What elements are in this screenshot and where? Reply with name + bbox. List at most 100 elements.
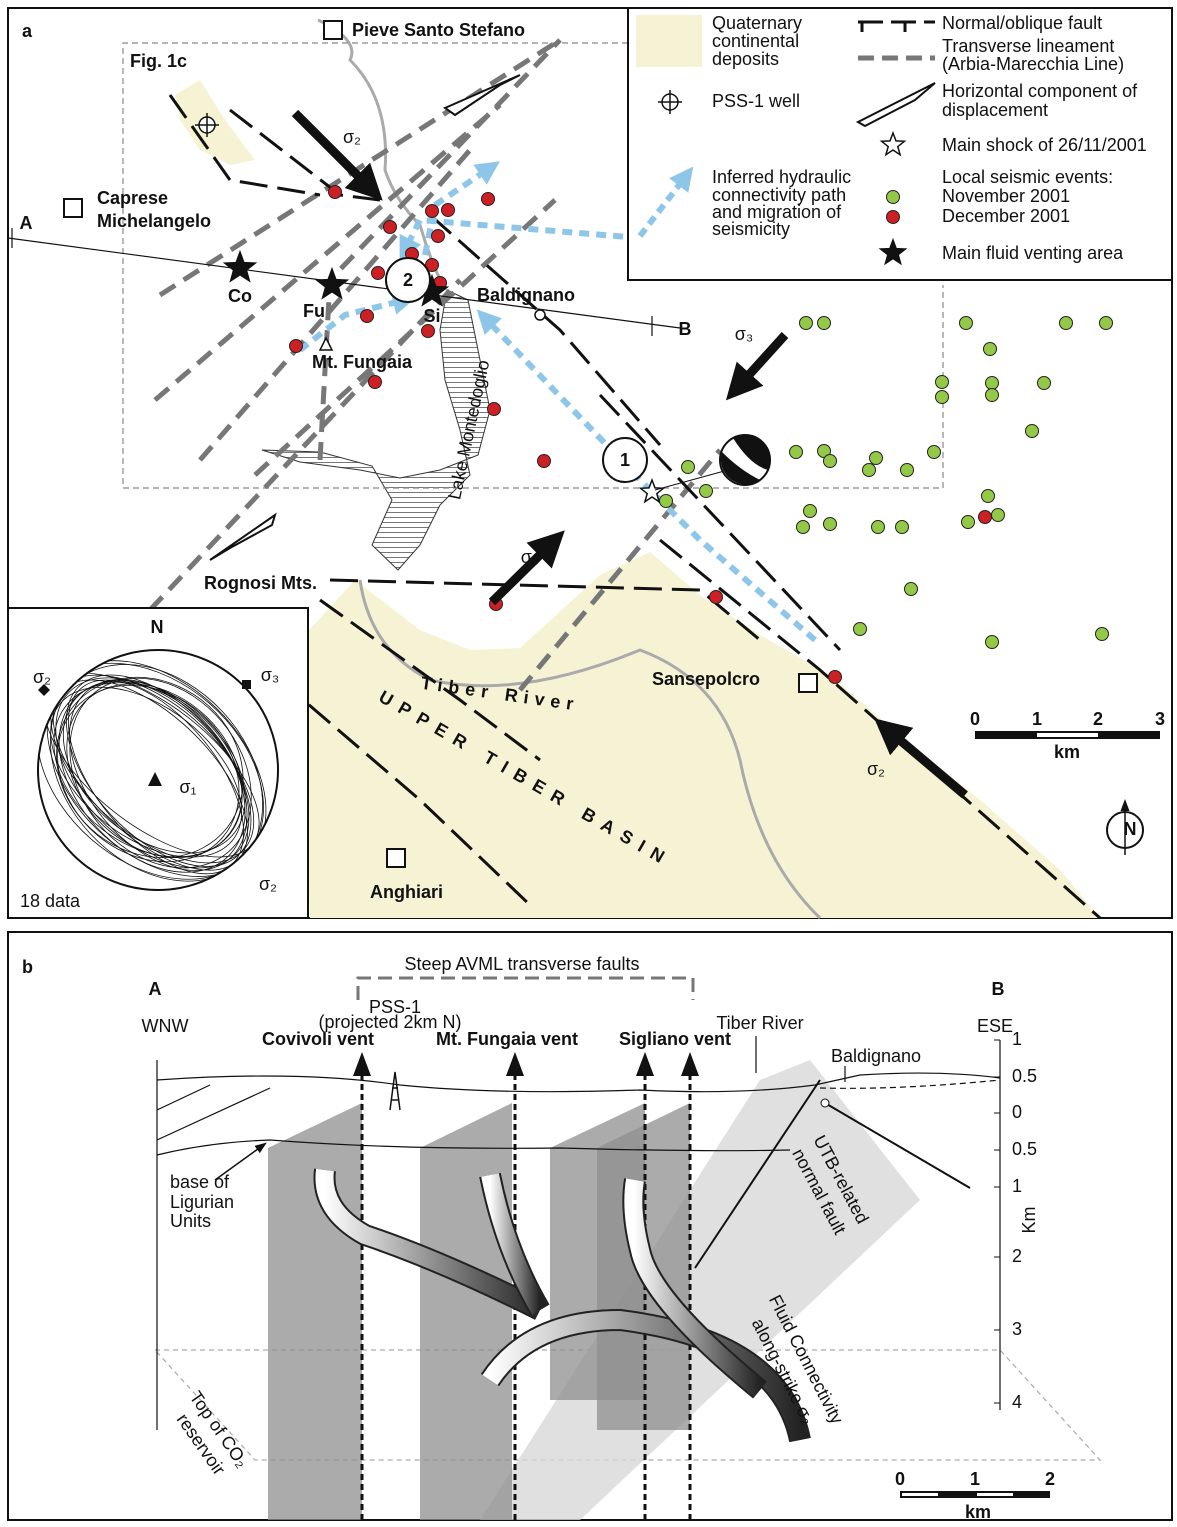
- page: Map and cross-section {"panel_a":{"label…: [0, 0, 1177, 1527]
- vent-label: Sigliano vent: [619, 1029, 731, 1049]
- seismic-event-december: [710, 591, 723, 604]
- scale-tick-label: 2: [1093, 709, 1103, 729]
- seismic-event-november: [982, 490, 995, 503]
- seismic-event-november: [905, 583, 918, 596]
- seismic-event-november: [928, 446, 941, 459]
- place-label: Rognosi Mts.: [204, 573, 317, 593]
- depth-tick-label: 0.5: [1012, 1066, 1037, 1086]
- north-label: N: [1124, 819, 1137, 839]
- seismic-event-november: [896, 521, 909, 534]
- scale-tick-label: 0: [895, 1469, 905, 1489]
- seismic-event-december: [442, 204, 455, 217]
- legend-text: Main fluid venting area: [942, 243, 1124, 263]
- seismic-event-november: [863, 464, 876, 477]
- seismic-event-november: [962, 516, 975, 529]
- seismic-event-november: [700, 485, 713, 498]
- section-end-label: B: [679, 319, 692, 339]
- section-end-label: B: [992, 979, 1005, 999]
- legend-text: displacement: [942, 100, 1048, 120]
- seismic-event-november: [818, 317, 831, 330]
- seismic-event-november: [936, 376, 949, 389]
- seismic-event-november: [682, 461, 695, 474]
- ligurian-label: Ligurian: [170, 1192, 234, 1212]
- village-symbol: [535, 310, 545, 320]
- site-label: 1: [620, 450, 630, 470]
- seismic-event-november: [901, 464, 914, 477]
- town-symbol: [387, 849, 405, 867]
- legend-text: Transverse lineament: [942, 36, 1114, 56]
- stress-label: σ₃: [521, 547, 539, 567]
- vent-label: Si: [423, 306, 440, 326]
- scale-unit: km: [1054, 742, 1080, 762]
- legend-text: (Arbia-Marecchia Line): [942, 54, 1124, 74]
- seismic-event-november: [660, 495, 673, 508]
- stereonet-label: σ₂: [259, 874, 277, 894]
- seismic-event-november: [804, 505, 817, 518]
- seismic-event-november: [854, 623, 867, 636]
- depth-tick-label: 0.5: [1012, 1139, 1037, 1159]
- depth-tick-label: 3: [1012, 1319, 1022, 1339]
- legend-text: Quaternary: [712, 13, 802, 33]
- seismic-event-november: [1038, 377, 1051, 390]
- place-label: Baldignano: [477, 285, 575, 305]
- ligurian-label: Units: [170, 1211, 211, 1231]
- stereonet-label: σ₂: [33, 667, 51, 687]
- place-label: Anghiari: [370, 882, 443, 902]
- scale-tick-label: 1: [1032, 709, 1042, 729]
- seismic-event-december: [432, 230, 445, 243]
- legend-text: Main shock of 26/11/2001: [942, 135, 1147, 155]
- scale-bar-white: [977, 1493, 1013, 1496]
- seismic-event-november: [824, 518, 837, 531]
- seismic-event-november: [800, 317, 813, 330]
- legend-text: PSS-1 well: [712, 91, 800, 111]
- direction-label: ESE: [977, 1016, 1013, 1036]
- seismic-event-november: [1060, 317, 1073, 330]
- seismic-event-november: [986, 389, 999, 402]
- seismic-event-december: [372, 267, 385, 280]
- seismic-event-november: [870, 452, 883, 465]
- place-label: Pieve Santo Stefano: [352, 20, 525, 40]
- seismic-event-december: [384, 221, 397, 234]
- stress-label: σ₃: [735, 324, 753, 344]
- seismic-event-november: [984, 343, 997, 356]
- sigma3-symbol: [242, 680, 251, 689]
- seismic-event-november: [872, 521, 885, 534]
- depth-tick-label: 0: [1012, 1102, 1022, 1122]
- depth-tick-label: 1: [1012, 1176, 1022, 1196]
- town-symbol: [799, 674, 817, 692]
- seismic-event-december: [329, 186, 342, 199]
- ligurian-label: base of: [170, 1172, 230, 1192]
- legend-text: deposits: [712, 49, 779, 69]
- seismic-event-december: [482, 193, 495, 206]
- vent-label: Co: [228, 286, 252, 306]
- place-label: Mt. Fungaia: [312, 352, 413, 372]
- scale-tick-label: 0: [970, 709, 980, 729]
- seismic-event-november: [797, 521, 810, 534]
- place-label: Michelangelo: [97, 211, 211, 231]
- scale-tick-label: 2: [1045, 1469, 1055, 1489]
- seismic-event-november: [992, 509, 1005, 522]
- seismic-event-december: [422, 325, 435, 338]
- vent-label: Mt. Fungaia vent: [436, 1029, 578, 1049]
- panel-title: Steep AVML transverse faults: [404, 954, 639, 974]
- seismic-event-december: [369, 376, 382, 389]
- seismic-event-november: [1096, 628, 1109, 641]
- seismic-event-december: [361, 310, 374, 323]
- depth-tick-label: 1: [1012, 1029, 1022, 1049]
- legend-text: seismicity: [712, 219, 790, 239]
- legend-november: [887, 191, 900, 204]
- legend-deposits-swatch: [636, 15, 702, 67]
- seismic-event-november: [790, 446, 803, 459]
- figure: aFig. 1cPieve Santo StefanoCapreseMichel…: [0, 0, 1177, 1527]
- section-end-label: A: [20, 213, 33, 233]
- seismic-event-december: [979, 511, 992, 524]
- place-label: Sansepolcro: [652, 669, 760, 689]
- stereonet-note: 18 data: [20, 891, 81, 911]
- seismic-event-november: [1100, 317, 1113, 330]
- seismic-event-november: [1026, 425, 1039, 438]
- figure-reference: Fig. 1c: [130, 51, 187, 71]
- panel-label: a: [22, 21, 33, 41]
- seismic-event-december: [538, 455, 551, 468]
- legend-text: Horizontal component of: [942, 81, 1138, 101]
- baldignano-symbol: [821, 1099, 829, 1107]
